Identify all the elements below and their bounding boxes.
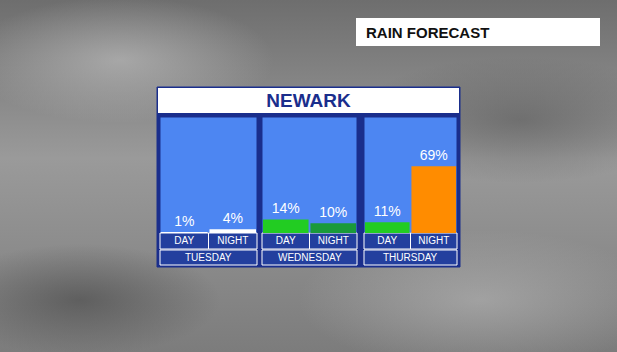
svg-text:4%: 4% — [223, 210, 243, 226]
svg-text:10%: 10% — [319, 204, 347, 220]
svg-text:WEDNESDAY: WEDNESDAY — [278, 252, 342, 263]
svg-text:1%: 1% — [174, 213, 194, 229]
svg-text:NIGHT: NIGHT — [318, 235, 349, 246]
svg-text:11%: 11% — [374, 203, 401, 219]
svg-text:THURSDAY: THURSDAY — [383, 252, 438, 263]
svg-text:DAY: DAY — [174, 235, 194, 246]
svg-text:RAIN FORECAST: RAIN FORECAST — [366, 24, 489, 41]
svg-text:DAY: DAY — [377, 235, 397, 246]
svg-text:NIGHT: NIGHT — [418, 235, 449, 246]
svg-text:DAY: DAY — [276, 235, 296, 246]
svg-text:NEWARK: NEWARK — [266, 90, 351, 111]
svg-text:14%: 14% — [272, 200, 300, 216]
svg-text:69%: 69% — [420, 147, 448, 163]
svg-text:TUESDAY: TUESDAY — [185, 252, 232, 263]
svg-text:NIGHT: NIGHT — [217, 235, 248, 246]
